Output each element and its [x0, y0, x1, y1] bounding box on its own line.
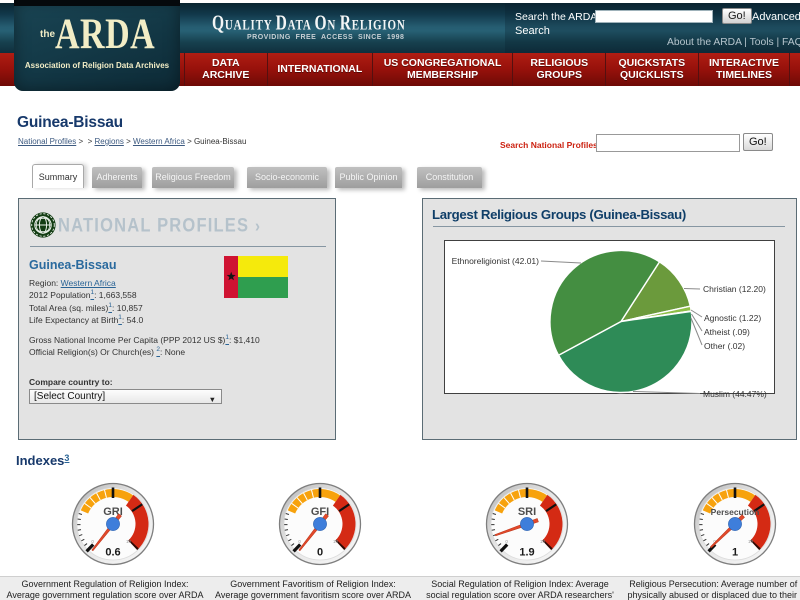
svg-text:10: 10	[540, 539, 546, 544]
svg-text:1.9: 1.9	[519, 547, 534, 559]
svg-text:10: 10	[333, 539, 339, 544]
svg-text:0.6: 0.6	[105, 547, 120, 559]
svg-text:1: 1	[732, 547, 738, 559]
svg-text:0: 0	[91, 539, 94, 544]
svg-text:0: 0	[713, 539, 716, 544]
svg-text:0: 0	[505, 539, 508, 544]
svg-text:10: 10	[748, 539, 754, 544]
svg-text:10: 10	[126, 539, 132, 544]
svg-text:0: 0	[298, 539, 301, 544]
svg-text:Persecution: Persecution	[711, 507, 760, 517]
svg-text:SRI: SRI	[518, 506, 536, 518]
svg-text:0: 0	[317, 547, 323, 559]
